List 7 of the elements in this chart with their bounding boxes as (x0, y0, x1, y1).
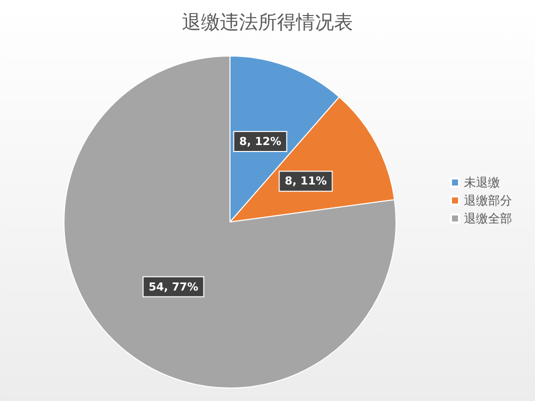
legend-label: 未退缴 (464, 176, 500, 190)
legend-label: 退缴部分 (464, 194, 512, 208)
chart-title: 退缴违法所得情况表 (182, 12, 353, 34)
data-label: 54, 77% (148, 280, 198, 294)
data-label: 8, 12% (239, 134, 282, 148)
legend-label: 退缴全部 (464, 212, 512, 226)
data-label: 8, 11% (284, 174, 327, 188)
